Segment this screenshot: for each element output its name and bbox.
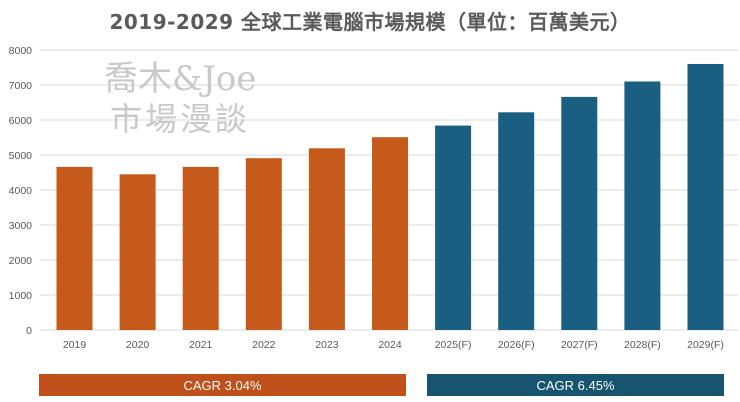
bar-2021 — [182, 166, 219, 330]
y-tick-label: 1000 — [9, 290, 33, 302]
cagr-historical-banner: CAGR 3.04% — [39, 374, 406, 396]
bar-2023 — [308, 148, 345, 330]
x-tick-label: 2027(F) — [561, 339, 598, 351]
bar-2025f — [435, 125, 472, 330]
bar-2024 — [372, 137, 408, 330]
y-axis-ticks: 0 1000 2000 3000 4000 5000 6000 7000 8000 — [9, 45, 33, 337]
x-tick-label: 2028(F) — [624, 339, 661, 351]
x-axis-ticks: 2019 2020 2021 2022 2023 2024 2025(F) 2026(F) 20… — [63, 339, 724, 351]
bars — [56, 64, 724, 331]
watermark-line-2: 市場漫談 — [110, 100, 250, 138]
bar-2020 — [119, 174, 156, 331]
bar-2026f — [498, 112, 535, 330]
y-tick-label: 0 — [26, 325, 32, 337]
y-tick-label: 5000 — [9, 150, 33, 162]
chart-title: 2019-2029 全球工業電腦市場規模（單位：百萬美元） — [109, 10, 631, 34]
y-tick-label: 6000 — [9, 115, 33, 127]
x-tick-label: 2025(F) — [435, 339, 472, 351]
x-tick-label: 2021 — [189, 339, 213, 351]
x-tick-label: 2029(F) — [687, 339, 724, 351]
cagr-forecast-banner: CAGR 6.45% — [427, 374, 724, 396]
watermark: 喬木&Joe 市場漫談 — [104, 59, 257, 138]
y-tick-label: 8000 — [9, 45, 33, 57]
x-tick-label: 2024 — [378, 339, 402, 351]
watermark-line-1: 喬木&Joe — [104, 59, 257, 99]
x-tick-label: 2026(F) — [498, 339, 535, 351]
x-tick-label: 2023 — [315, 339, 339, 351]
x-tick-label: 2020 — [126, 339, 150, 351]
y-tick-label: 4000 — [9, 185, 33, 197]
x-tick-label: 2019 — [63, 339, 87, 351]
bar-2027f — [561, 96, 598, 331]
x-tick-label: 2022 — [252, 339, 276, 351]
y-tick-label: 2000 — [9, 255, 33, 267]
y-tick-label: 3000 — [9, 220, 33, 232]
y-tick-label: 7000 — [9, 80, 33, 92]
bar-2028f — [624, 81, 661, 330]
bar-2019 — [56, 166, 93, 330]
bar-2022 — [245, 158, 282, 330]
bar-2029f — [687, 64, 724, 330]
